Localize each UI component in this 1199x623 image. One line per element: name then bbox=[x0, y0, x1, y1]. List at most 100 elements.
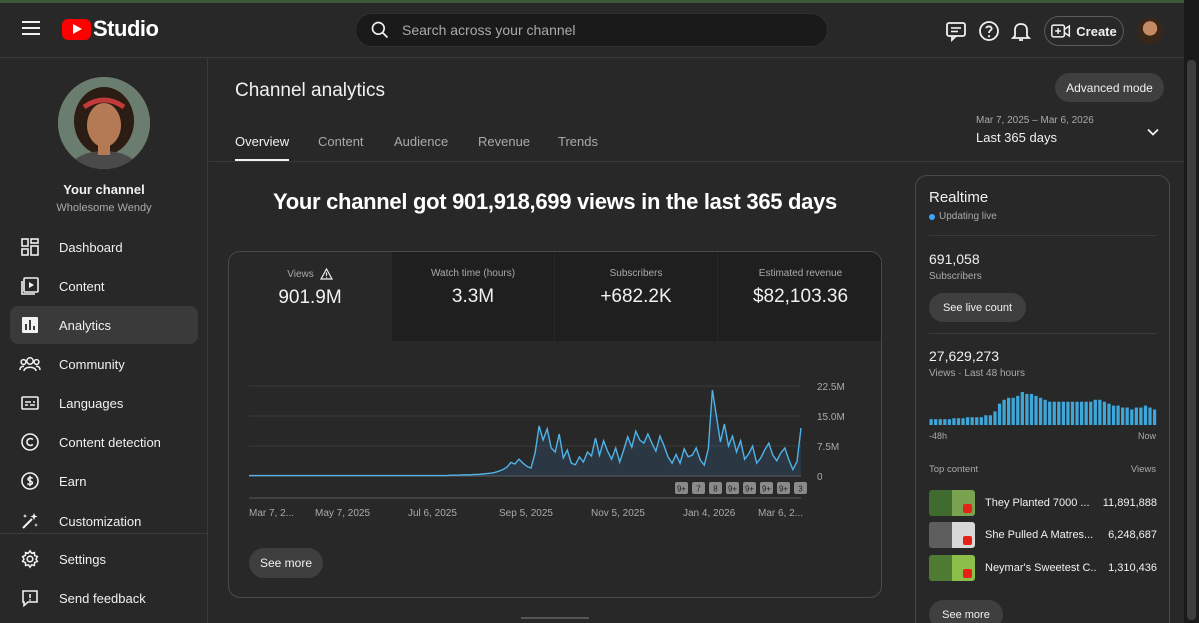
video-marker-label: 9+ bbox=[779, 485, 788, 494]
top-content-row[interactable]: She Pulled A Matres... 6,248,687 bbox=[929, 522, 1157, 550]
sidebar-item-label: Earn bbox=[59, 473, 87, 489]
realtime-hour-bar bbox=[970, 417, 974, 425]
video-thumbnail bbox=[929, 555, 975, 581]
realtime-hour-bar bbox=[1075, 401, 1079, 425]
scrollbar-thumb[interactable] bbox=[1187, 60, 1196, 620]
sidebar-item-analytics[interactable]: Analytics bbox=[10, 306, 198, 344]
sidebar-item-dashboard[interactable]: Dashboard bbox=[10, 228, 198, 266]
advanced-mode-button[interactable]: Advanced mode bbox=[1055, 73, 1164, 102]
feedback-icon bbox=[19, 587, 41, 609]
video-marker-label: 9+ bbox=[677, 485, 686, 494]
x-axis-tick-label: Nov 5, 2025 bbox=[591, 508, 645, 519]
channel-name[interactable]: Your channel bbox=[63, 182, 145, 197]
realtime-hour-bar bbox=[1102, 401, 1107, 425]
logo-text: Studio bbox=[93, 16, 159, 41]
realtime-divider bbox=[929, 235, 1157, 236]
realtime-hour-bar bbox=[1011, 397, 1015, 425]
realtime-hour-bar bbox=[1093, 399, 1097, 425]
date-range-label: Last 365 days bbox=[976, 130, 1057, 145]
y-axis-tick-label: 15.0M bbox=[817, 412, 845, 423]
realtime-title: Realtime bbox=[929, 189, 989, 206]
realtime-hour-bar bbox=[1152, 409, 1157, 425]
sidebar-item-content-detection[interactable]: Content detection bbox=[10, 423, 198, 461]
realtime-divider bbox=[929, 333, 1157, 334]
shorts-badge-icon bbox=[963, 504, 972, 513]
sidebar-item-earn[interactable]: Earn bbox=[10, 462, 198, 500]
sidebar-item-send-feedback[interactable]: Send feedback bbox=[10, 579, 198, 617]
views-chart[interactable]: 22.5M 15.0M 7.5M 0 9+ 7 8 9+ 9+ 9+ 9+ 3 Mar 7, 2... M… bbox=[229, 341, 882, 541]
top-bar: Studio Create bbox=[0, 3, 1184, 58]
metric-revenue[interactable]: Estimated revenue $82,103.36 bbox=[718, 252, 881, 341]
sidebar-item-customization[interactable]: Customization bbox=[10, 502, 198, 540]
sidebar-divider bbox=[0, 533, 208, 534]
metric-watch-time[interactable]: Watch time (hours) 3.3M bbox=[392, 252, 555, 341]
search-input[interactable] bbox=[402, 22, 802, 38]
sidebar-item-languages[interactable]: Languages bbox=[10, 384, 198, 422]
realtime-hour-bar bbox=[1052, 401, 1056, 425]
sidebar-item-label: Send feedback bbox=[59, 590, 146, 606]
sidebar-item-content[interactable]: Content bbox=[10, 267, 198, 305]
video-views: 11,891,888 bbox=[1102, 497, 1157, 509]
sidebar-item-settings[interactable]: Settings bbox=[10, 540, 198, 578]
sidebar-item-community[interactable]: Community bbox=[10, 345, 198, 383]
sidebar-item-label: Content detection bbox=[59, 434, 161, 450]
realtime-hour-bar bbox=[993, 411, 997, 425]
realtime-hour-bar bbox=[961, 418, 965, 425]
earn-icon bbox=[19, 470, 41, 492]
realtime-views-count: 27,629,273 bbox=[929, 348, 1000, 364]
top-content-row[interactable]: They Planted 7000 ... 11,891,888 bbox=[929, 490, 1157, 518]
video-marker-label: 8 bbox=[713, 485, 718, 494]
tab-revenue[interactable]: Revenue bbox=[478, 134, 531, 149]
realtime-hour-bar bbox=[1007, 397, 1011, 425]
account-avatar[interactable] bbox=[1137, 18, 1163, 44]
see-live-count-button[interactable]: See live count bbox=[929, 293, 1026, 322]
tab-audience[interactable]: Audience bbox=[394, 134, 449, 149]
realtime-views-bars[interactable] bbox=[929, 390, 1157, 425]
page-scrollbar[interactable] bbox=[1184, 0, 1199, 623]
realtime-hour-bar bbox=[1016, 395, 1020, 425]
search-bar[interactable] bbox=[355, 13, 828, 47]
community-icon bbox=[19, 353, 41, 375]
tab-content[interactable]: Content bbox=[318, 134, 364, 149]
studio-logo[interactable]: Studio bbox=[62, 16, 159, 42]
customization-icon bbox=[19, 510, 41, 532]
x-axis-tick-label: Jul 6, 2025 bbox=[408, 508, 457, 519]
realtime-hour-bar bbox=[984, 415, 988, 425]
comments-icon[interactable] bbox=[944, 19, 968, 43]
metric-views[interactable]: Views 901.9M bbox=[229, 252, 392, 341]
realtime-hour-bar bbox=[1134, 407, 1138, 425]
create-button[interactable]: Create bbox=[1044, 16, 1124, 46]
metrics-card: Views 901.9M Watch time (hours) 3.3M Sub… bbox=[228, 251, 882, 598]
see-more-button[interactable]: See more bbox=[249, 548, 323, 578]
realtime-hour-bar bbox=[1121, 407, 1125, 425]
date-range-picker[interactable]: Mar 7, 2025 – Mar 6, 2026 Last 365 days bbox=[976, 115, 1166, 149]
menu-icon[interactable] bbox=[22, 21, 40, 35]
warning-icon[interactable] bbox=[319, 268, 333, 280]
metric-subscribers[interactable]: Subscribers +682.2K bbox=[555, 252, 718, 341]
top-content-row[interactable]: Neymar's Sweetest C... 1,310,436 bbox=[929, 555, 1157, 583]
realtime-hour-bar bbox=[1034, 395, 1038, 425]
channel-avatar[interactable] bbox=[58, 77, 150, 169]
video-views: 6,248,687 bbox=[1108, 529, 1157, 541]
sidebar-item-label: Community bbox=[59, 356, 125, 372]
notifications-icon[interactable] bbox=[1009, 19, 1033, 43]
realtime-hour-bar bbox=[1061, 401, 1065, 425]
video-marker bbox=[726, 482, 739, 494]
content-icon bbox=[19, 275, 41, 297]
realtime-hour-bar bbox=[1025, 393, 1029, 425]
views-series-line bbox=[249, 389, 802, 477]
realtime-hour-bar bbox=[979, 417, 983, 425]
tab-overview[interactable]: Overview bbox=[235, 134, 290, 161]
realtime-hour-bar bbox=[1066, 401, 1070, 425]
chevron-down-icon bbox=[1147, 128, 1159, 136]
tab-trends[interactable]: Trends bbox=[558, 134, 598, 149]
realtime-see-more-button[interactable]: See more bbox=[929, 600, 1003, 623]
video-marker-label: 9+ bbox=[762, 485, 771, 494]
realtime-hour-bar bbox=[1089, 401, 1093, 425]
video-marker bbox=[675, 482, 688, 494]
tabs-divider bbox=[209, 161, 1184, 162]
date-range-dates: Mar 7, 2025 – Mar 6, 2026 bbox=[976, 115, 1094, 126]
help-icon[interactable] bbox=[977, 19, 1001, 43]
realtime-hour-bar bbox=[1116, 405, 1120, 425]
realtime-subscribers-count: 691,058 bbox=[929, 251, 980, 267]
